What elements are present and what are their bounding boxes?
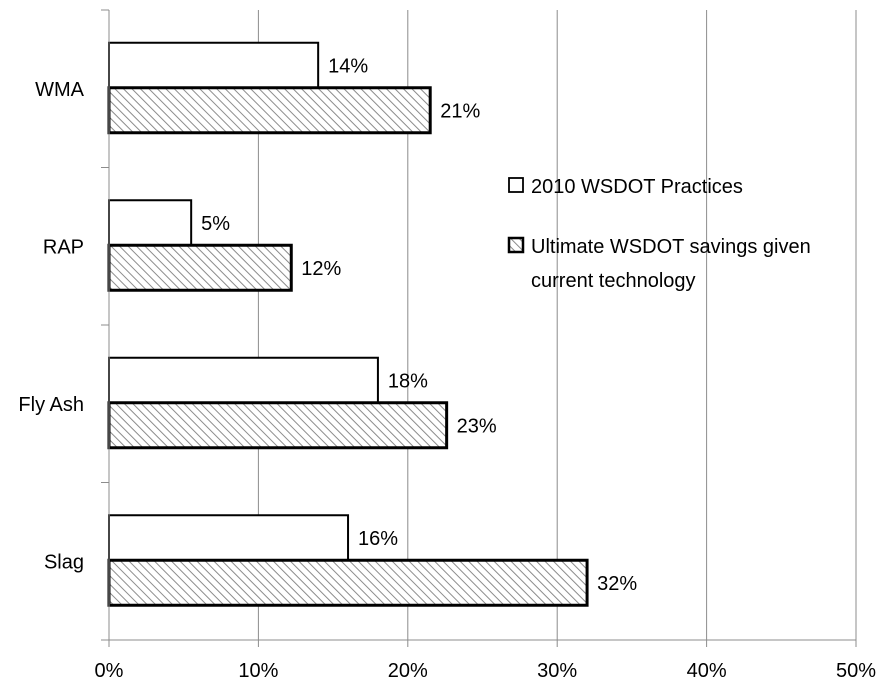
data-label: 12% (301, 258, 341, 280)
labels: 0% 10% 20% 30% 40% 50% WMA 14% 21% RAP 5% 12% Fly As… (18, 55, 876, 682)
bar (107, 243, 293, 292)
x-tick-label: 0% (95, 660, 124, 682)
category-label: Fly Ash (18, 394, 84, 416)
data-label: 18% (388, 370, 428, 392)
x-tick-label: 10% (238, 660, 278, 682)
bar (108, 514, 350, 562)
axes (101, 9, 857, 647)
bar (108, 41, 320, 89)
data-label: 21% (440, 100, 480, 122)
category-label: RAP (43, 236, 84, 258)
bar (108, 199, 193, 247)
category-label: WMA (35, 79, 85, 101)
data-label: 16% (358, 528, 398, 550)
data-label: 14% (328, 55, 368, 77)
legend-swatch (507, 236, 525, 254)
x-tick-label: 20% (388, 660, 428, 682)
bar (107, 401, 449, 450)
data-label: 5% (201, 213, 230, 235)
category-label: Slag (44, 551, 84, 573)
bar (107, 86, 432, 135)
legend-swatch (508, 177, 524, 193)
bars (107, 41, 589, 607)
x-tick-label: 50% (836, 660, 876, 682)
legend-label: Ultimate WSDOT savings given (531, 236, 811, 258)
data-label: 23% (457, 415, 497, 437)
bar (108, 356, 379, 404)
x-tick-label: 30% (537, 660, 577, 682)
x-tick-label: 40% (687, 660, 727, 682)
data-label: 32% (597, 573, 637, 595)
legend-label: 2010 WSDOT Practices (531, 176, 743, 198)
legend-label: current technology (531, 270, 696, 292)
bar (107, 558, 589, 607)
legend: 2010 WSDOT Practices Ultimate WSDOT savin… (507, 176, 811, 292)
